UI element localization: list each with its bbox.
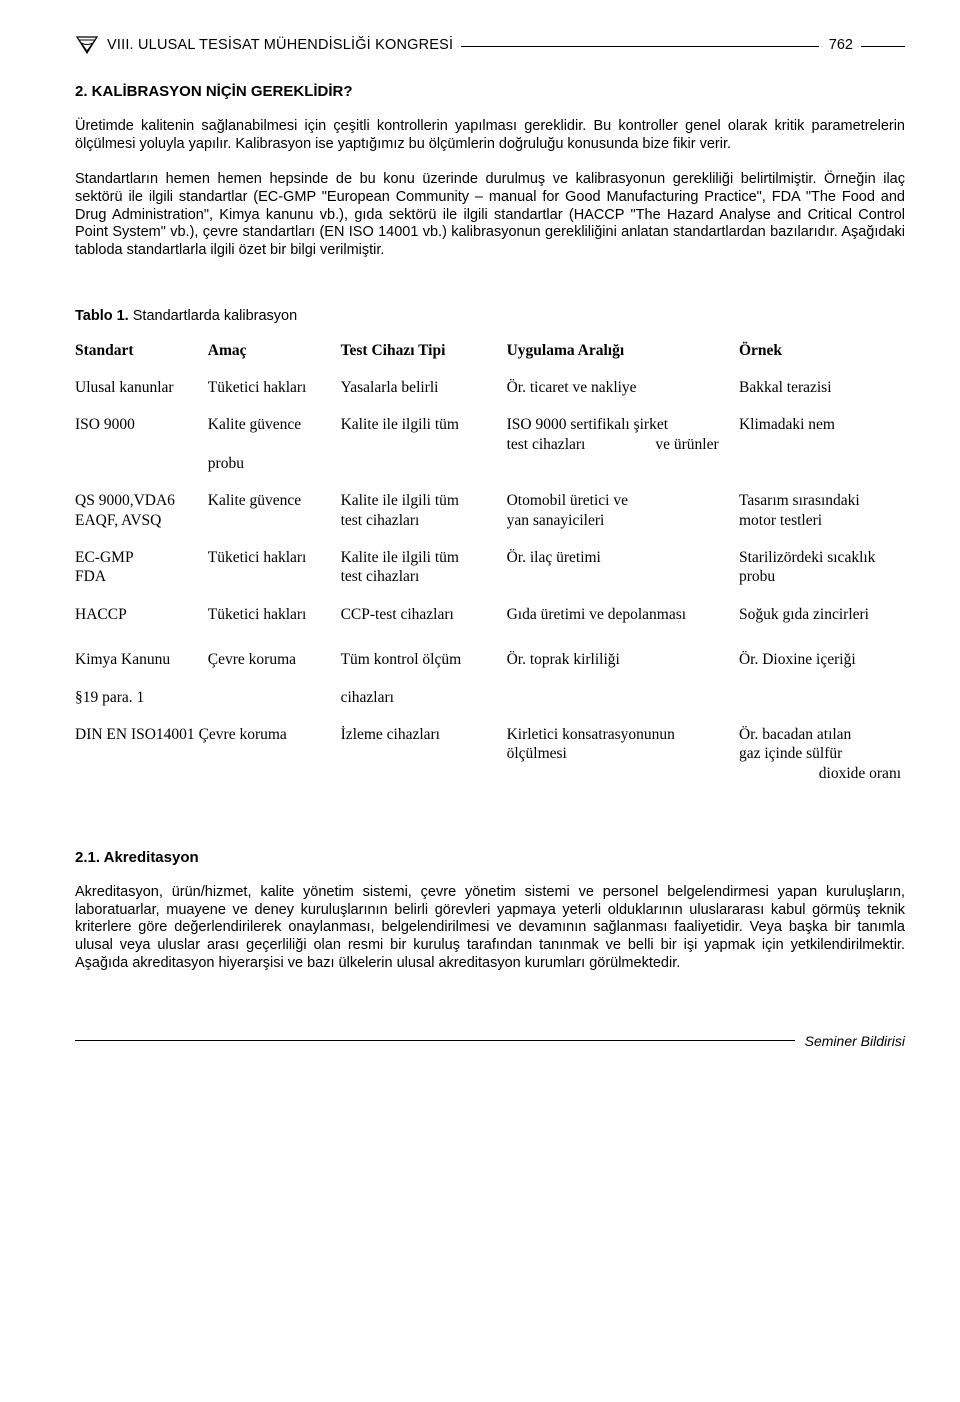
standards-table: Standart Amaç Test Cihazı Tipi Uygulama … xyxy=(75,342,905,801)
cell-uyg: ISO 9000 sertifikalı şirkettest cihazlar… xyxy=(507,415,739,491)
cell-tip: İzleme cihazları xyxy=(341,725,507,801)
page-footer: Seminer Bildirisi xyxy=(75,1033,905,1049)
cell-std: §19 para. 1 xyxy=(75,688,208,725)
section-2-paragraph-2: Standartların hemen hemen hepsinde de bu… xyxy=(75,171,905,259)
table-row: §19 para. 1 cihazları xyxy=(75,688,905,725)
cell-tip: Yasalarla belirli xyxy=(341,378,507,415)
cell-amac: Kalite güvenceprobu xyxy=(208,415,341,491)
congress-title: VIII. ULUSAL TESİSAT MÜHENDİSLİĞİ KONGRE… xyxy=(107,37,453,53)
th-uygulama: Uygulama Aralığı xyxy=(507,342,739,378)
cell-uyg: Ör. toprak kirliliği xyxy=(507,650,739,687)
table-row: QS 9000,VDA6EAQF, AVSQ Kalite güvence Ka… xyxy=(75,491,905,548)
page-header: VIII. ULUSAL TESİSAT MÜHENDİSLİĞİ KONGRE… xyxy=(75,35,905,55)
cell-uyg: Ör. ticaret ve nakliye xyxy=(507,378,739,415)
table-1-caption-label: Tablo 1. xyxy=(75,308,129,324)
footer-text: Seminer Bildirisi xyxy=(795,1033,905,1049)
cell-uyg: Ör. ilaç üretimi xyxy=(507,548,739,605)
cell-amac: Tüketici hakları xyxy=(208,605,341,642)
cell-tip: Kalite ile ilgili tüm xyxy=(341,415,507,491)
cell-amac: Tüketici hakları xyxy=(208,548,341,605)
cell-orn: Ör. Dioxine içeriği xyxy=(739,650,905,687)
table-row xyxy=(75,642,905,650)
table-1-caption: Tablo 1. Standartlarda kalibrasyon xyxy=(75,308,905,324)
table-row: Ulusal kanunlar Tüketici hakları Yasalar… xyxy=(75,378,905,415)
cell-amac xyxy=(208,688,341,725)
congress-logo-icon xyxy=(75,35,99,55)
th-tip: Test Cihazı Tipi xyxy=(341,342,507,378)
cell-std: HACCP xyxy=(75,605,208,642)
cell-std: DIN EN ISO14001 Çevre koruma xyxy=(75,725,341,801)
section-2-1-title: 2.1. Akreditasyon xyxy=(75,849,905,866)
table-1-caption-text: Standartlarda kalibrasyon xyxy=(129,308,297,324)
cell-tip: Kalite ile ilgili tümtest cihazları xyxy=(341,548,507,605)
cell-orn: Starilizördeki sıcaklık probu xyxy=(739,548,905,605)
table-row: ISO 9000 Kalite güvenceprobu Kalite ile … xyxy=(75,415,905,491)
th-ornek: Örnek xyxy=(739,342,905,378)
table-row: DIN EN ISO14001 Çevre koruma İzleme ciha… xyxy=(75,725,905,801)
cell-uyg xyxy=(507,688,739,725)
cell-tip: CCP-test cihazları xyxy=(341,605,507,642)
cell-orn: Tasarım sırasındaki motor testleri xyxy=(739,491,905,548)
cell-std: EC-GMPFDA xyxy=(75,548,208,605)
cell-orn: Soğuk gıda zincirleri xyxy=(739,605,905,642)
page-number: 762 xyxy=(829,37,853,53)
table-row: Kimya Kanunu Çevre koruma Tüm kontrol öl… xyxy=(75,650,905,687)
cell-uyg: Kirletici konsatrasyonununölçülmesi xyxy=(507,725,739,801)
header-rule xyxy=(461,46,819,47)
cell-amac: Tüketici hakları xyxy=(208,378,341,415)
section-2-1-paragraph: Akreditasyon, ürün/hizmet, kalite yöneti… xyxy=(75,884,905,972)
cell-orn: Bakkal terazisi xyxy=(739,378,905,415)
cell-orn: Klimadaki nem xyxy=(739,415,905,491)
section-2-title: 2. KALİBRASYON NİÇİN GEREKLİDİR? xyxy=(75,83,905,100)
cell-std: Kimya Kanunu xyxy=(75,650,208,687)
table-header-row: Standart Amaç Test Cihazı Tipi Uygulama … xyxy=(75,342,905,378)
cell-tip: Tüm kontrol ölçüm xyxy=(341,650,507,687)
header-rule-right xyxy=(861,46,905,47)
table-row: HACCP Tüketici hakları CCP-test cihazlar… xyxy=(75,605,905,642)
cell-amac: Çevre koruma xyxy=(208,650,341,687)
cell-tip: Kalite ile ilgili tümtest cihazları xyxy=(341,491,507,548)
cell-std: Ulusal kanunlar xyxy=(75,378,208,415)
cell-uyg: Gıda üretimi ve depolanması xyxy=(507,605,739,642)
cell-std: ISO 9000 xyxy=(75,415,208,491)
section-2-paragraph-1: Üretimde kalitenin sağlanabilmesi için ç… xyxy=(75,118,905,153)
cell-orn: Ör. bacadan atılan gaz içinde sülfürdiox… xyxy=(739,725,905,801)
cell-std: QS 9000,VDA6EAQF, AVSQ xyxy=(75,491,208,548)
cell-uyg: Otomobil üretici veyan sanayicileri xyxy=(507,491,739,548)
th-standart: Standart xyxy=(75,342,208,378)
cell-amac: Kalite güvence xyxy=(208,491,341,548)
cell-orn xyxy=(739,688,905,725)
th-amac: Amaç xyxy=(208,342,341,378)
table-row: EC-GMPFDA Tüketici hakları Kalite ile il… xyxy=(75,548,905,605)
footer-rule xyxy=(75,1040,795,1041)
cell-tip: cihazları xyxy=(341,688,507,725)
